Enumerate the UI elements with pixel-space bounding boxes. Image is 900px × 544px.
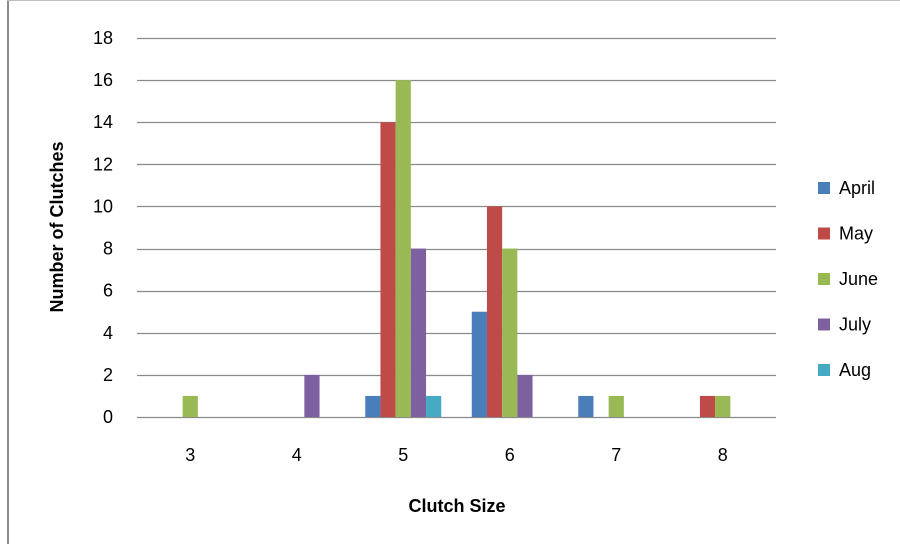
- bar-july-4: [304, 374, 320, 417]
- bar-may-8: [699, 395, 716, 417]
- bars: [182, 80, 731, 418]
- bar-may-5: [380, 122, 396, 417]
- y-axis-title: Number of Clutches: [47, 141, 67, 312]
- bar-june-7: [608, 395, 624, 417]
- legend-label-april: April: [839, 178, 875, 198]
- x-axis-title: Clutch Size: [408, 496, 505, 516]
- x-tick-label: 5: [398, 445, 408, 465]
- legend-swatch-july: [818, 318, 830, 331]
- gridlines: [137, 37, 776, 419]
- bar-april-7: [578, 395, 594, 417]
- bar-april-5: [365, 395, 381, 417]
- y-tick-label: 16: [93, 70, 113, 90]
- bar-aug-5: [426, 395, 442, 417]
- x-tick-label: 8: [718, 445, 728, 465]
- y-tick-label: 0: [103, 407, 113, 427]
- x-tick-label: 3: [185, 445, 195, 465]
- legend-label-july: July: [839, 315, 871, 335]
- y-tick-label: 10: [93, 196, 113, 216]
- bar-june-3: [182, 395, 198, 417]
- bar-july-6: [517, 374, 533, 417]
- legend-label-june: June: [839, 269, 878, 289]
- frame-border-top: [7, 0, 900, 1]
- legend-swatch-june: [818, 273, 830, 285]
- legend-swatch-april: [818, 182, 830, 194]
- legend-label-may: May: [839, 224, 873, 244]
- bar-june-8: [715, 395, 731, 417]
- x-tick-label: 4: [292, 445, 302, 465]
- y-tick-label: 4: [103, 323, 113, 343]
- y-tick-label: 6: [103, 281, 113, 301]
- bar-july-5: [410, 248, 427, 417]
- legend: April May June July Aug: [818, 178, 878, 380]
- bar-june-5: [395, 80, 411, 418]
- frame-border-left: [7, 0, 9, 544]
- x-tick-label: 7: [611, 445, 621, 465]
- x-axis-ticks: 3 4 5 6 7 8: [185, 445, 728, 465]
- legend-swatch-may: [818, 227, 830, 240]
- bar-may-6: [486, 206, 503, 417]
- y-tick-label: 14: [93, 112, 113, 132]
- y-tick-label: 8: [103, 239, 113, 259]
- y-tick-label: 12: [93, 154, 113, 174]
- x-tick-label: 6: [505, 445, 515, 465]
- y-tick-label: 2: [103, 365, 113, 385]
- legend-swatch-aug: [818, 364, 830, 376]
- bar-april-6: [471, 311, 487, 417]
- legend-label-aug: Aug: [839, 360, 871, 380]
- bar-june-6: [502, 248, 518, 417]
- y-axis-ticks: 0 2 4 6 8 10 12 14 16 18: [93, 28, 113, 427]
- y-tick-label: 18: [93, 28, 113, 48]
